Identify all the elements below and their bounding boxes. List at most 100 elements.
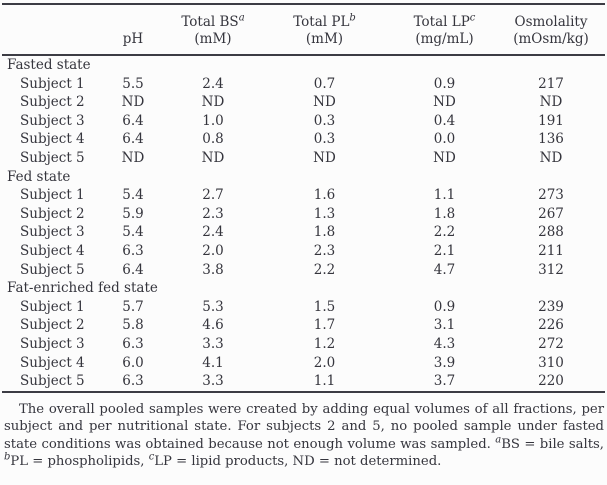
row-label: Subject 5	[20, 261, 85, 278]
footnote-def-pl: PL = phospholipids,	[10, 453, 149, 469]
table-row: Subject 1 5.7 5.3 1.5 0.9 239	[2, 298, 605, 317]
cell-value: 1.5	[313, 298, 336, 315]
row-label: Subject 2	[20, 205, 85, 222]
col-header-label: Total BS	[181, 14, 239, 30]
row-label: Subject 4	[20, 354, 85, 371]
cell-value: 6.3	[122, 242, 144, 259]
col-header-unit: (mOsm/kg)	[513, 31, 589, 47]
cell-value: 267	[538, 205, 564, 222]
cell-value: 2.3	[313, 242, 336, 259]
cell-value: 5.9	[122, 205, 144, 222]
group-label: Fed state	[7, 168, 71, 185]
cell-value: 6.4	[122, 261, 144, 278]
cell-value: 211	[538, 242, 564, 259]
cell-value: 5.3	[202, 298, 224, 315]
col-header-label: pH	[122, 31, 144, 47]
cell-value: ND	[433, 94, 456, 111]
header-row: pH Total BSa (mM) Total PLb (mM) Total L…	[2, 4, 605, 56]
footnote-sup-a: a	[495, 434, 502, 446]
cell-value: 0.0	[433, 131, 456, 148]
cell-value: 3.8	[202, 261, 224, 278]
cell-value: 310	[538, 354, 564, 371]
row-label: Subject 3	[20, 224, 85, 241]
col-header-ph: pH	[97, 4, 169, 56]
cell-value: 5.7	[122, 298, 144, 315]
cell-value: 0.7	[313, 75, 336, 92]
cell-value: ND	[121, 94, 145, 111]
footnote-marker-a: a	[238, 12, 245, 24]
cell-value: 4.3	[433, 335, 456, 352]
table-row: Subject 4 6.4 0.8 0.3 0.0 136	[2, 130, 605, 149]
cell-value: 0.8	[202, 131, 224, 148]
col-header-empty	[2, 4, 97, 56]
cell-value: 217	[538, 75, 564, 92]
cell-value: 312	[538, 261, 564, 278]
footnote-marker-c: c	[469, 12, 476, 24]
col-header-label: Total PL	[293, 14, 350, 30]
group-header-row: Fat-enriched fed state	[2, 279, 605, 298]
table-body: Fasted state Subject 1 5.5 2.4 0.7 0.9 217 Subj…	[2, 55, 605, 392]
table-footnote: The overall pooled samples were created …	[4, 401, 604, 471]
cell-value: 3.7	[433, 373, 456, 390]
group-header-row: Fed state	[2, 168, 605, 187]
table-row: Subject 1 5.4 2.7 1.6 1.1 273	[2, 186, 605, 205]
cell-value: 226	[538, 317, 564, 334]
cell-value: 6.4	[122, 131, 144, 148]
cell-value: 3.9	[433, 354, 456, 371]
cell-value: 1.1	[433, 187, 456, 204]
cell-value: ND	[121, 149, 145, 166]
col-header-label: Osmolality	[514, 14, 588, 30]
cell-value: 4.1	[202, 354, 224, 371]
footnote-marker-b: b	[349, 12, 356, 24]
cell-value: 2.7	[202, 187, 224, 204]
cell-value: 273	[538, 187, 564, 204]
cell-value: 1.3	[313, 205, 336, 222]
group-header-row: Fasted state	[2, 55, 605, 75]
cell-value: 239	[538, 298, 564, 315]
cell-value: 4.7	[433, 261, 456, 278]
footnote-sup-b: b	[4, 451, 11, 463]
table-row: Subject 2 ND ND ND ND ND	[2, 93, 605, 112]
footnote-sup-c: c	[148, 451, 155, 463]
cell-value: ND	[313, 94, 336, 111]
row-label: Subject 1	[20, 187, 85, 204]
row-label: Subject 1	[20, 298, 85, 315]
pooled-samples-table: pH Total BSa (mM) Total PLb (mM) Total L…	[2, 3, 605, 393]
footnote-def-lp: LP = lipid products, ND = not determined…	[154, 453, 442, 469]
cell-value: 272	[538, 335, 564, 352]
cell-value: 1.0	[202, 112, 224, 129]
cell-value: 3.3	[202, 373, 224, 390]
cell-value: 2.1	[433, 242, 456, 259]
cell-value: 6.3	[122, 373, 144, 390]
cell-value: ND	[201, 94, 225, 111]
table-row: Subject 2 5.9 2.3 1.3 1.8 267	[2, 205, 605, 224]
cell-value: 220	[538, 373, 564, 390]
cell-value: 0.9	[433, 75, 456, 92]
cell-value: 4.6	[202, 317, 224, 334]
row-label: Subject 5	[20, 149, 85, 166]
cell-value: 2.0	[313, 354, 336, 371]
cell-value: 2.3	[202, 205, 224, 222]
cell-value: ND	[201, 149, 225, 166]
cell-value: 2.2	[433, 224, 456, 241]
cell-value: 1.8	[433, 205, 456, 222]
cell-value: 1.2	[313, 335, 336, 352]
cell-value: 0.3	[313, 112, 336, 129]
cell-value: 1.8	[313, 224, 336, 241]
cell-value: 1.6	[313, 187, 336, 204]
cell-value: 6.0	[122, 354, 144, 371]
cell-value: 2.2	[313, 261, 336, 278]
cell-value: 2.4	[202, 75, 224, 92]
cell-value: 0.3	[313, 131, 336, 148]
row-label: Subject 2	[20, 94, 85, 111]
cell-value: 3.1	[433, 317, 456, 334]
row-label: Subject 1	[20, 75, 85, 92]
col-header-total-bs: Total BSa (mM)	[169, 4, 257, 56]
cell-value: 5.4	[122, 187, 144, 204]
footnote-text: The overall pooled samples were created …	[4, 401, 604, 452]
table-row: Subject 2 5.8 4.6 1.7 3.1 226	[2, 316, 605, 335]
col-header-label: Total LP	[413, 14, 470, 30]
cell-value: 2.4	[202, 224, 224, 241]
cell-value: ND	[539, 149, 563, 166]
